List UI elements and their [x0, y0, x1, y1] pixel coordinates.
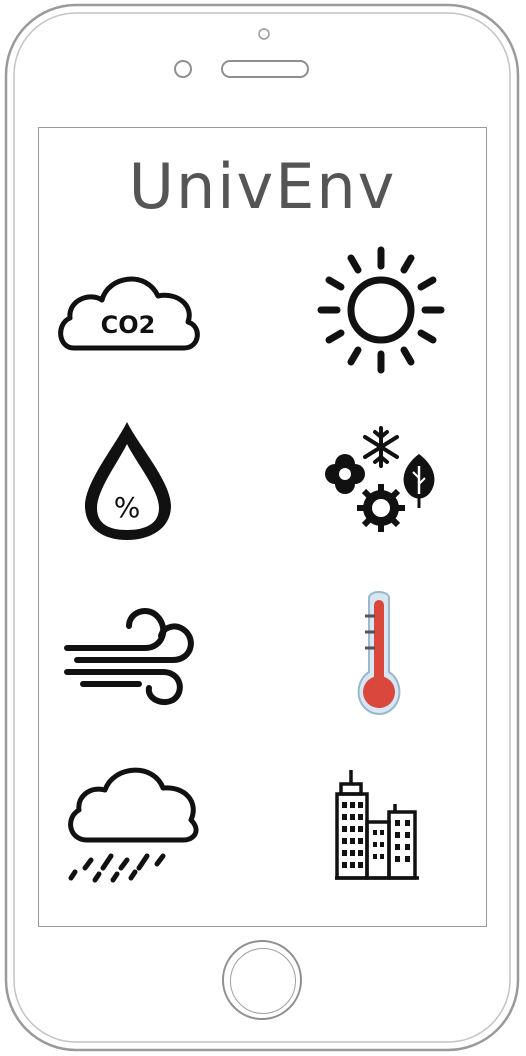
wind-icon [64, 608, 194, 706]
rain-cloud-icon [68, 767, 199, 883]
co2-tile[interactable]: CO2 [54, 248, 204, 398]
thermometer-icon [357, 591, 401, 715]
flower-icon [325, 454, 365, 494]
co2-label: CO2 [101, 311, 156, 339]
city-buildings-icon [335, 770, 419, 880]
humidity-drop-icon: % [85, 422, 171, 540]
seasons-tile[interactable] [323, 424, 473, 574]
city-tile[interactable] [335, 768, 485, 918]
home-button[interactable] [222, 940, 302, 1020]
co2-cloud-icon: CO2 [58, 276, 200, 351]
leaf-icon [403, 454, 435, 508]
rain-tile[interactable] [63, 760, 213, 910]
app-screen: UnivEnv CO2 [38, 127, 487, 927]
snowflake-icon [363, 426, 399, 468]
sun-icon [317, 246, 445, 374]
temperature-tile[interactable] [349, 586, 499, 736]
humidity-tile[interactable]: % [79, 416, 229, 566]
seasons-weather-icon [325, 426, 435, 532]
app-title: UnivEnv [128, 150, 397, 223]
sun-tile[interactable] [311, 246, 461, 396]
humidity-label: % [114, 491, 141, 524]
wind-tile[interactable] [63, 596, 213, 746]
gear-sun-icon [357, 484, 405, 532]
